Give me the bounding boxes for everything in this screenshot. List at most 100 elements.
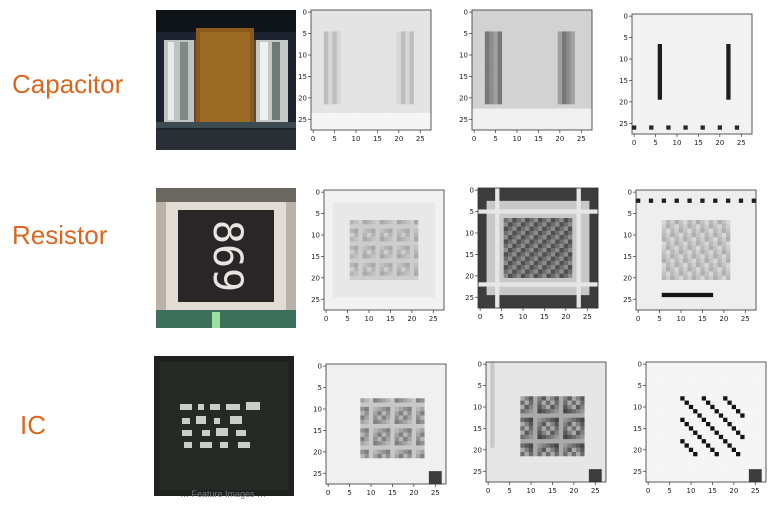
x-tick-label: 20 [409,489,418,497]
x-tick-label: 25 [737,139,746,147]
y-tick-label: 0 [318,363,322,371]
y-tick-label: 15 [298,73,307,81]
y-tick-label: 10 [311,232,320,240]
y-tick-label: 20 [623,274,632,282]
x-tick-label: 15 [708,487,717,495]
x-tick-label: 0 [646,487,650,495]
y-tick-label: 25 [473,468,482,476]
y-tick-label: 20 [311,274,320,282]
resistor-marking: 869 [204,220,250,292]
x-tick-label: 0 [636,315,640,323]
x-tick-label: 20 [719,315,728,323]
y-tick-label: 0 [303,9,307,17]
y-tick-label: 15 [633,425,642,433]
x-tick-label: 0 [486,487,490,495]
y-tick-label: 15 [311,253,320,261]
y-tick-label: 25 [619,120,628,128]
y-tick-label: 25 [313,470,322,478]
y-tick-label: 5 [316,210,320,218]
y-tick-label: 0 [624,13,628,21]
x-tick-label: 15 [694,139,703,147]
x-tick-label: 25 [741,315,750,323]
y-tick-label: 25 [465,294,474,302]
x-tick-label: 20 [561,313,570,321]
x-tick-label: 25 [416,135,425,143]
y-tick-label: 5 [318,384,322,392]
x-tick-label: 10 [513,135,522,143]
x-tick-label: 5 [345,315,349,323]
y-tick-label: 0 [638,361,642,369]
x-tick-label: 20 [407,315,416,323]
y-tick-label: 5 [464,30,468,38]
x-tick-label: 10 [352,135,361,143]
y-tick-label: 10 [313,406,322,414]
y-tick-label: 20 [313,448,322,456]
y-tick-label: 0 [628,189,632,197]
row-label-resistor: Resistor [12,222,107,248]
y-tick-label: 15 [623,253,632,261]
y-tick-label: 5 [628,210,632,218]
x-tick-label: 5 [657,315,661,323]
x-tick-label: 25 [591,487,600,495]
x-tick-label: 5 [507,487,511,495]
y-tick-label: 0 [316,189,320,197]
y-tick-label: 5 [470,208,474,216]
x-tick-label: 20 [715,139,724,147]
y-tick-label: 15 [313,427,322,435]
x-tick-label: 0 [472,135,476,143]
x-tick-label: 15 [548,487,557,495]
x-tick-label: 0 [324,315,328,323]
y-tick-label: 25 [623,296,632,304]
x-tick-label: 25 [751,487,760,495]
x-tick-label: 5 [667,487,671,495]
x-tick-label: 25 [577,135,586,143]
y-tick-label: 15 [459,73,468,81]
x-tick-label: 15 [540,313,549,321]
y-tick-label: 10 [473,404,482,412]
x-tick-label: 25 [431,489,440,497]
x-tick-label: 20 [394,135,403,143]
y-tick-label: 10 [619,56,628,64]
y-tick-label: 25 [311,296,320,304]
y-tick-label: 0 [478,361,482,369]
y-tick-label: 10 [459,52,468,60]
y-tick-label: 10 [298,52,307,60]
y-tick-label: 5 [478,382,482,390]
ic-photo [154,356,294,496]
y-tick-label: 25 [459,116,468,124]
y-tick-label: 20 [459,94,468,102]
y-tick-label: 25 [298,116,307,124]
x-tick-label: 5 [499,313,503,321]
y-tick-label: 20 [633,446,642,454]
y-tick-label: 20 [465,272,474,280]
y-tick-label: 0 [464,9,468,17]
x-tick-label: 10 [365,315,374,323]
y-tick-label: 10 [633,404,642,412]
x-tick-label: 25 [583,313,592,321]
x-tick-label: 10 [367,489,376,497]
x-tick-label: 0 [311,135,315,143]
x-tick-label: 15 [388,489,397,497]
x-tick-label: 0 [632,139,636,147]
x-tick-label: 15 [534,135,543,143]
row-label-ic: IC [20,412,46,438]
y-tick-label: 5 [303,30,307,38]
x-tick-label: 20 [729,487,738,495]
x-tick-label: 20 [569,487,578,495]
x-tick-label: 10 [687,487,696,495]
y-tick-label: 15 [473,425,482,433]
y-tick-label: 5 [624,34,628,42]
resistor-photo: 869 [156,188,296,328]
